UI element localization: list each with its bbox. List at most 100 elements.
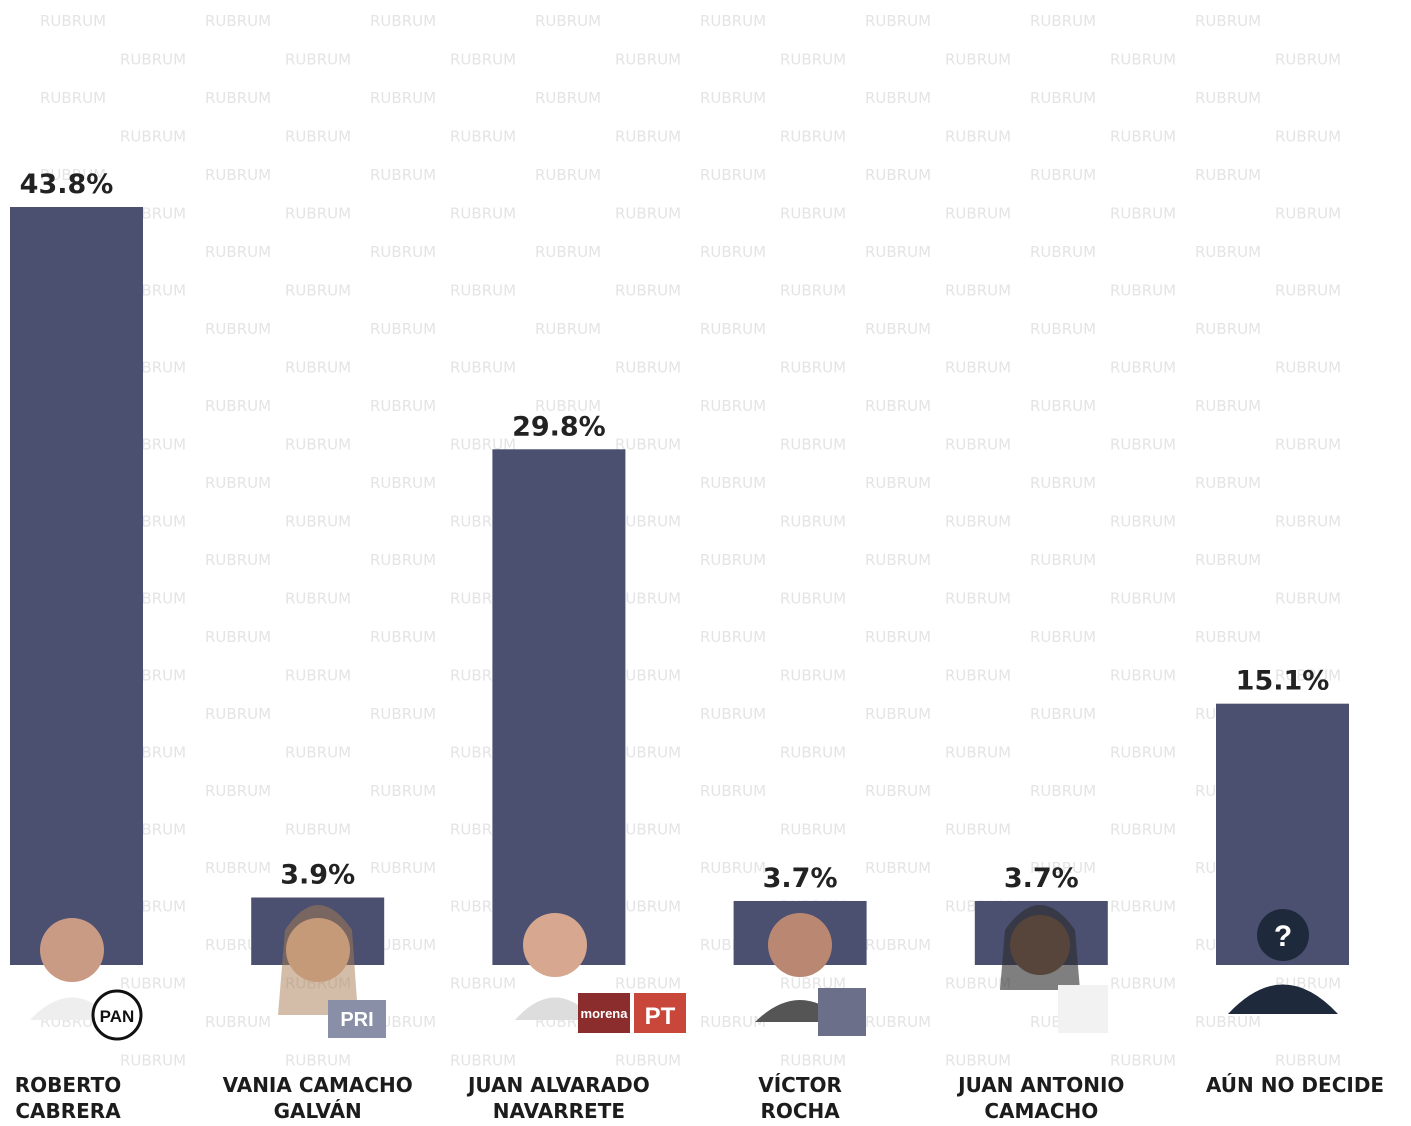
watermark: RUBRUM	[945, 1052, 1011, 1070]
watermark: RUBRUM	[945, 128, 1011, 146]
watermark: RUBRUM	[1195, 474, 1261, 492]
watermark: RUBRUM	[865, 705, 931, 723]
watermark: RUBRUM	[1195, 551, 1261, 569]
watermark: RUBRUM	[205, 320, 271, 338]
watermark: RUBRUM	[1110, 590, 1176, 608]
watermark: RUBRUM	[615, 128, 681, 146]
watermark: RUBRUM	[865, 859, 931, 877]
photo	[768, 913, 832, 977]
watermark: RUBRUM	[535, 89, 601, 107]
watermark: RUBRUM	[285, 51, 351, 69]
watermark: RUBRUM	[1110, 282, 1176, 300]
watermark: RUBRUM	[1030, 782, 1096, 800]
watermark: RUBRUM	[615, 282, 681, 300]
watermark: RUBRUM	[865, 166, 931, 184]
category-label: JUAN ANTONIO CAMACHO	[921, 1072, 1161, 1124]
watermark: RUBRUM	[205, 859, 271, 877]
watermark: RUBRUM	[370, 474, 436, 492]
watermark: RUBRUM	[1275, 436, 1341, 454]
category-label: AÚN NO DECIDE	[1175, 1072, 1411, 1098]
watermark: RUBRUM	[205, 89, 271, 107]
watermark: RUBRUM	[1030, 397, 1096, 415]
watermark: RUBRUM	[285, 590, 351, 608]
watermark: RUBRUM	[285, 1052, 351, 1070]
watermark: RUBRUM	[700, 474, 766, 492]
watermark: RUBRUM	[615, 975, 681, 993]
watermark: RUBRUM	[1030, 89, 1096, 107]
photo	[523, 913, 587, 977]
watermark: RUBRUM	[865, 89, 931, 107]
watermark: RUBRUM	[700, 166, 766, 184]
watermark: RUBRUM	[285, 744, 351, 762]
watermark: RUBRUM	[615, 359, 681, 377]
watermark: RUBRUM	[535, 166, 601, 184]
watermark: RUBRUM	[865, 474, 931, 492]
category-label: ROBERTO CABRERA	[0, 1072, 188, 1124]
watermark: RUBRUM	[370, 628, 436, 646]
watermark: RUBRUM	[1195, 320, 1261, 338]
watermark: RUBRUM	[1275, 282, 1341, 300]
watermark: RUBRUM	[1110, 205, 1176, 223]
category-label: JUAN ALVARADO NAVARRETE	[439, 1072, 679, 1124]
watermark: RUBRUM	[205, 166, 271, 184]
value-label: 3.7%	[1004, 863, 1079, 894]
watermark: RUBRUM	[780, 436, 846, 454]
category-label: VÍCTOR ROCHA	[680, 1072, 920, 1124]
watermark: RUBRUM	[865, 936, 931, 954]
watermark: RUBRUM	[780, 282, 846, 300]
watermark: RUBRUM	[1110, 128, 1176, 146]
watermark: RUBRUM	[40, 12, 106, 30]
watermark: RUBRUM	[1275, 128, 1341, 146]
value-label: 29.8%	[512, 411, 606, 442]
logo-bg	[818, 988, 866, 1036]
watermark: RUBRUM	[40, 89, 106, 107]
watermark: RUBRUM	[120, 128, 186, 146]
watermark: RUBRUM	[1275, 359, 1341, 377]
watermark: RUBRUM	[1275, 590, 1341, 608]
watermark: RUBRUM	[865, 397, 931, 415]
photo	[40, 918, 104, 982]
value-label: 43.8%	[20, 169, 114, 200]
watermark: RUBRUM	[205, 628, 271, 646]
watermark: RUBRUM	[370, 243, 436, 261]
watermark: RUBRUM	[865, 1013, 931, 1031]
party-logo: morena	[581, 1006, 629, 1021]
watermark: RUBRUM	[1030, 705, 1096, 723]
party-logo: PT	[645, 1003, 676, 1030]
watermark: RUBRUM	[615, 205, 681, 223]
watermark: RUBRUM	[450, 128, 516, 146]
watermark: RUBRUM	[1275, 513, 1341, 531]
watermark: RUBRUM	[1275, 205, 1341, 223]
watermark: RUBRUM	[450, 51, 516, 69]
watermark: RUBRUM	[370, 551, 436, 569]
value-label: 15.1%	[1236, 666, 1330, 697]
watermark: RUBRUM	[535, 320, 601, 338]
watermark: RUBRUM	[1030, 474, 1096, 492]
watermark: RUBRUM	[285, 667, 351, 685]
watermark: RUBRUM	[205, 1013, 271, 1031]
watermark: RUBRUM	[285, 436, 351, 454]
watermark: RUBRUM	[700, 12, 766, 30]
watermark: RUBRUM	[700, 628, 766, 646]
party-logo: PRI	[340, 1009, 373, 1031]
watermark: RUBRUM	[1110, 51, 1176, 69]
watermark: RUBRUM	[865, 243, 931, 261]
watermark: RUBRUM	[1110, 667, 1176, 685]
watermark: RUBRUM	[1110, 898, 1176, 916]
watermark: RUBRUM	[370, 859, 436, 877]
watermark: RUBRUM	[700, 320, 766, 338]
watermark: RUBRUM	[120, 51, 186, 69]
value-label: 3.9%	[280, 860, 355, 891]
watermark: RUBRUM	[1275, 51, 1341, 69]
watermark: RUBRUM	[120, 975, 186, 993]
bar	[10, 207, 143, 965]
watermark: RUBRUM	[205, 12, 271, 30]
watermark: RUBRUM	[780, 513, 846, 531]
watermark-layer: RUBRUM RUBRUM RUBRUM RUBRUM RUBRUM RUBRUM RUBR…	[40, 12, 1341, 1070]
watermark: RUBRUM	[1110, 436, 1176, 454]
watermark: RUBRUM	[1195, 243, 1261, 261]
watermark: RUBRUM	[450, 359, 516, 377]
watermark: RUBRUM	[285, 128, 351, 146]
watermark: RUBRUM	[535, 12, 601, 30]
watermark: RUBRUM	[1030, 243, 1096, 261]
